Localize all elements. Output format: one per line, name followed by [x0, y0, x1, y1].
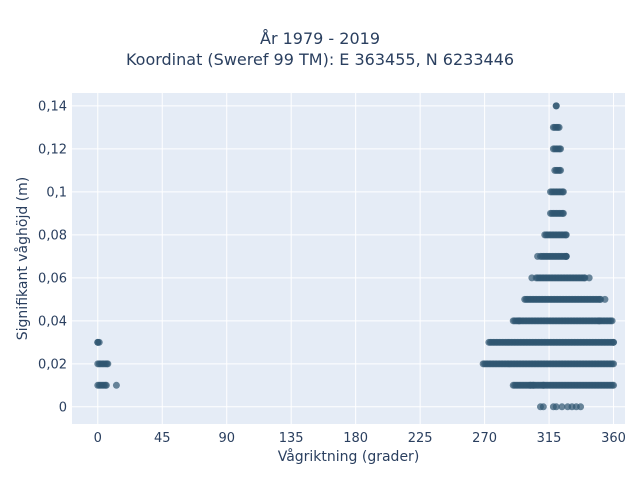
x-tick-label: 270 — [472, 431, 497, 446]
x-axis-title: Vågriktning (grader) — [278, 448, 420, 465]
x-tick-label: 180 — [343, 431, 368, 446]
data-point — [601, 295, 609, 303]
data-point — [521, 295, 529, 303]
y-tick-label: 0,04 — [38, 314, 67, 329]
data-point — [558, 403, 566, 411]
data-point — [608, 317, 616, 325]
data-point — [552, 403, 560, 411]
chart-title-line-2: Koordinat (Sweref 99 TM): E 363455, N 62… — [125, 50, 515, 69]
data-point — [577, 403, 585, 411]
data-point — [539, 381, 547, 389]
y-tick-label: 0 — [59, 400, 67, 415]
x-tick-label: 135 — [279, 431, 304, 446]
data-point — [559, 188, 567, 196]
data-point — [557, 145, 565, 153]
data-point — [610, 360, 618, 368]
data-point — [112, 381, 120, 389]
y-tick-label: 0,14 — [38, 99, 67, 114]
x-tick-label: 90 — [218, 431, 235, 446]
data-point — [585, 274, 593, 282]
data-point — [104, 360, 112, 368]
data-point — [94, 338, 102, 346]
x-tick-label: 315 — [537, 431, 562, 446]
x-tick-label: 0 — [94, 431, 102, 446]
data-point — [552, 102, 560, 110]
data-point — [595, 317, 603, 325]
data-point — [539, 403, 547, 411]
chart-title-line-1: År 1979 - 2019 — [260, 29, 380, 48]
data-point — [515, 317, 523, 325]
data-point — [610, 338, 618, 346]
data-point — [102, 381, 110, 389]
plot-area — [72, 93, 625, 424]
x-tick-label: 225 — [408, 431, 433, 446]
y-tick-label: 0,06 — [38, 271, 67, 286]
x-tick-label: 360 — [601, 431, 626, 446]
data-point — [526, 381, 534, 389]
y-axis-title: Signifikant våghöjd (m) — [14, 177, 31, 340]
y-tick-label: 0,08 — [38, 228, 67, 243]
data-point — [534, 252, 542, 260]
data-point — [610, 381, 618, 389]
data-point — [562, 231, 570, 239]
data-point — [555, 123, 563, 131]
y-tick-label: 0,02 — [38, 357, 67, 372]
data-point — [528, 274, 536, 282]
data-point — [557, 166, 565, 174]
data-point — [541, 231, 549, 239]
y-tick-label: 0,12 — [38, 142, 67, 157]
y-tick-label: 0,1 — [46, 185, 67, 200]
data-point — [559, 209, 567, 217]
x-tick-label: 45 — [154, 431, 171, 446]
data-point — [562, 252, 570, 260]
